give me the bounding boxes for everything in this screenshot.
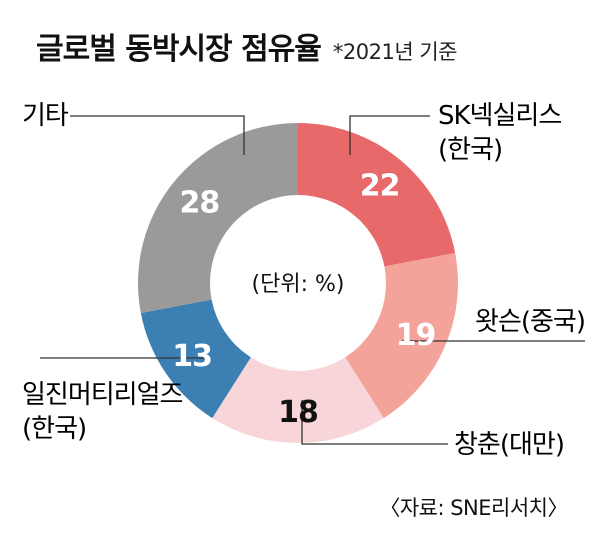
value-label-changchun: 18 [278, 395, 318, 430]
leader-line-changchun [301, 400, 448, 445]
title-row: 글로벌 동박시장 점유율 *2021년 기준 [36, 24, 457, 68]
source-note: 〈자료: SNE리서치〉 [379, 496, 568, 520]
donut-hole [210, 195, 386, 371]
leader-line-other [70, 115, 245, 155]
chart-subtitle: *2021년 기준 [332, 40, 458, 64]
category-label-sk-nexilis: SK넥실리스 (한국) [438, 101, 561, 165]
value-label-other: 28 [180, 185, 220, 220]
value-labels: 22 19 18 13 28 [172, 168, 436, 430]
value-label-sk-nexilis: 22 [360, 168, 400, 203]
leader-line-sk-nexilis [349, 115, 430, 155]
value-label-iljin-materials: 13 [172, 339, 212, 374]
category-label-changchun: 창춘(대만) [454, 430, 564, 460]
chart-title: 글로벌 동박시장 점유율 [36, 32, 322, 67]
category-label-iljin-materials: 일진머티리얼즈 (한국) [22, 380, 183, 444]
leader-lines [40, 115, 585, 445]
center-label: (단위: %) [252, 272, 345, 297]
value-label-wason: 19 [396, 318, 436, 353]
slice-labels: SK넥실리스 (한국) 왓슨(중국) 창춘(대만) 일진머티리얼즈 (한국) 기타 [22, 101, 586, 460]
category-label-other: 기타 [22, 101, 69, 131]
category-label-wason: 왓슨(중국) [475, 307, 585, 337]
